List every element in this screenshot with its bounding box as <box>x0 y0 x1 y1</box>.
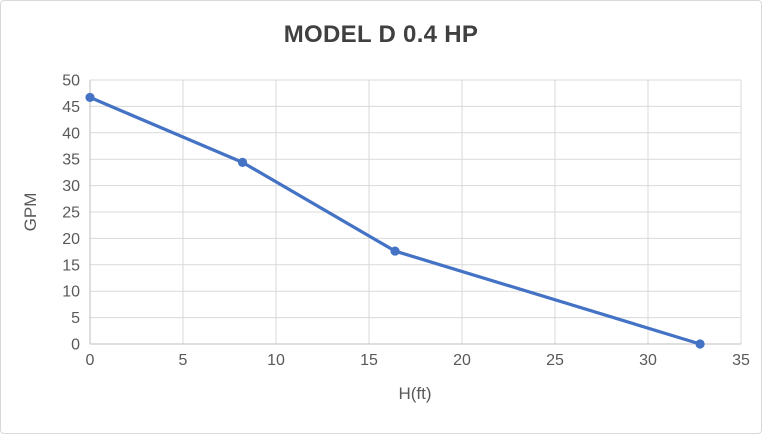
x-tick-label: 10 <box>267 352 285 369</box>
y-tick-label: 15 <box>62 257 80 274</box>
x-tick-label: 30 <box>639 352 657 369</box>
series-line <box>88 95 702 346</box>
data-point-marker <box>390 246 400 256</box>
y-tick-label: 5 <box>71 310 80 327</box>
x-tick-label: 0 <box>86 352 95 369</box>
y-axis-title: GPM <box>21 192 40 232</box>
data-point-marker <box>85 92 95 103</box>
x-tick-label: 5 <box>179 352 188 369</box>
y-tick-label: 0 <box>71 337 80 354</box>
y-tick-label: 20 <box>62 231 80 248</box>
data-point-marker <box>695 339 705 349</box>
chart-title: MODEL D 0.4 HP <box>283 21 479 48</box>
x-tick-label: 35 <box>732 352 750 369</box>
x-tick-label: 25 <box>546 352 564 369</box>
y-tick-label: 40 <box>62 125 80 142</box>
y-tick-label: 25 <box>62 205 80 222</box>
y-tick-label: 10 <box>62 284 80 301</box>
x-tick-label: 20 <box>453 352 471 369</box>
y-tick-label: 45 <box>62 99 80 116</box>
x-tick-label: 15 <box>360 352 378 369</box>
data-point-marker <box>237 157 248 167</box>
y-tick-label: 30 <box>62 178 80 195</box>
y-tick-label: 50 <box>62 73 80 90</box>
x-axis-title: H(ft) <box>398 384 432 403</box>
y-tick-label: 35 <box>62 152 80 169</box>
